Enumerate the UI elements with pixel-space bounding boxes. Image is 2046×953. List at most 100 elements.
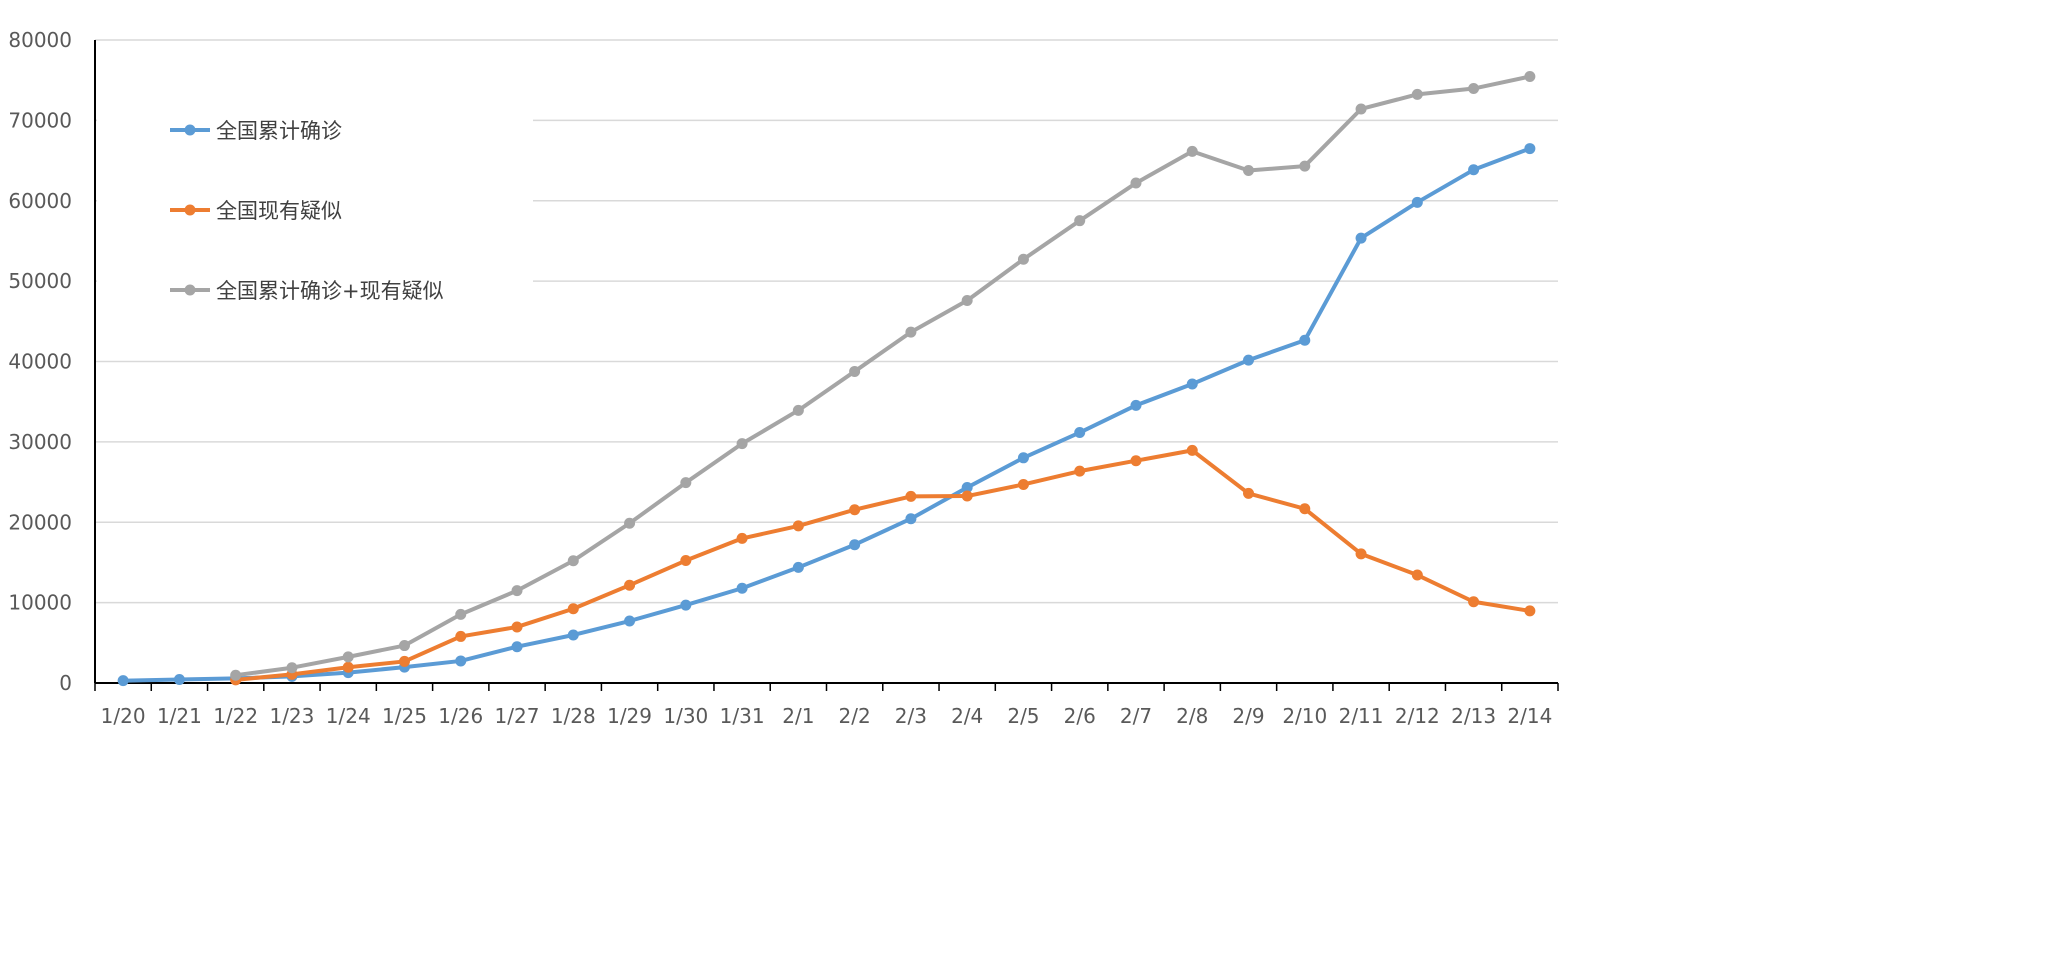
legend-marker: [184, 284, 196, 296]
data-point: [1074, 215, 1086, 227]
data-point: [286, 662, 298, 674]
data-point: [1074, 465, 1086, 477]
data-point: [1468, 164, 1480, 176]
data-point: [905, 326, 917, 338]
series-line: [235, 448, 1531, 682]
data-point: [1130, 399, 1142, 411]
series-line: [235, 74, 1531, 678]
x-tick-label: 1/26: [438, 704, 483, 728]
data-point: [905, 513, 917, 525]
legend-item: 全国累计确诊+现有疑似: [170, 279, 444, 303]
data-point: [1186, 378, 1198, 390]
data-point: [849, 365, 861, 377]
data-point: [1411, 196, 1423, 208]
legend-item: 全国累计确诊: [170, 119, 342, 143]
data-point: [1411, 569, 1423, 581]
x-tick-label: 1/21: [157, 704, 202, 728]
data-point: [680, 599, 692, 611]
data-point: [961, 481, 973, 493]
data-point: [1017, 478, 1029, 490]
data-point: [342, 661, 354, 673]
x-tick-label: 1/27: [495, 704, 540, 728]
legend-marker: [184, 204, 196, 216]
x-tick-label: 2/14: [1507, 704, 1552, 728]
data-point: [1355, 548, 1367, 560]
x-tick-label: 2/3: [895, 704, 927, 728]
data-point: [792, 520, 804, 532]
data-point: [1524, 605, 1536, 617]
legend-label: 全国累计确诊: [216, 119, 342, 143]
data-point: [1299, 160, 1311, 172]
series-2: [230, 70, 1536, 681]
legend-item: 全国现有疑似: [170, 199, 342, 223]
data-point: [1130, 177, 1142, 189]
data-point: [1355, 232, 1367, 244]
y-tick-label: 20000: [8, 510, 72, 534]
x-tick-label: 1/24: [326, 704, 371, 728]
data-point: [1186, 145, 1198, 157]
x-tick-label: 2/5: [1007, 704, 1039, 728]
data-point: [849, 539, 861, 551]
data-point: [567, 629, 579, 641]
data-point: [961, 295, 973, 307]
y-tick-label: 80000: [8, 28, 72, 52]
x-tick-label: 2/13: [1451, 704, 1496, 728]
x-tick-label: 2/7: [1120, 704, 1152, 728]
data-point: [1017, 452, 1029, 464]
data-point: [792, 404, 804, 416]
data-point: [230, 669, 242, 681]
series-1: [230, 444, 1536, 686]
data-point: [624, 579, 636, 591]
y-tick-label: 70000: [8, 108, 72, 132]
data-point: [1524, 70, 1536, 82]
x-tick-label: 1/29: [607, 704, 652, 728]
legend-background: [97, 60, 533, 335]
axes: 0 10000 20000 30000 40000 50000 60000 70000 8000…: [8, 28, 1559, 728]
x-tick-label: 1/20: [101, 704, 146, 728]
data-point: [1130, 455, 1142, 467]
x-tick-label: 2/12: [1395, 704, 1440, 728]
y-tick-label: 30000: [8, 430, 72, 454]
data-point: [736, 532, 748, 544]
legend-box: [97, 60, 533, 335]
x-tick-label: 2/2: [839, 704, 871, 728]
data-point: [849, 504, 861, 516]
x-tick-label: 2/1: [782, 704, 814, 728]
x-tick-label: 1/28: [551, 704, 596, 728]
data-point: [624, 615, 636, 627]
x-tick-label: 2/4: [951, 704, 983, 728]
x-tick-label: 1/25: [382, 704, 427, 728]
data-point: [1243, 487, 1255, 499]
data-point: [1017, 253, 1029, 265]
y-tick-label: 10000: [8, 591, 72, 615]
y-tick-label: 60000: [8, 189, 72, 213]
data-point: [1468, 596, 1480, 608]
data-point: [736, 438, 748, 450]
data-point: [1074, 427, 1086, 439]
x-tick-label: 1/30: [663, 704, 708, 728]
data-point: [455, 655, 467, 667]
data-point: [1299, 334, 1311, 346]
data-point: [342, 651, 354, 663]
x-tick-label: 2/8: [1176, 704, 1208, 728]
x-tick-label: 1/22: [213, 704, 258, 728]
y-tick-label: 40000: [8, 350, 72, 374]
series-line: [123, 146, 1531, 683]
x-tick-label: 2/10: [1282, 704, 1327, 728]
legend-label: 全国累计确诊+现有疑似: [216, 279, 444, 303]
data-point: [680, 477, 692, 489]
legend-label: 全国现有疑似: [216, 199, 342, 223]
data-point: [736, 582, 748, 594]
data-point: [1411, 88, 1423, 100]
data-point: [511, 585, 523, 597]
legend-marker: [184, 124, 196, 136]
data-point: [455, 608, 467, 620]
x-tick-label: 2/6: [1064, 704, 1096, 728]
data-point: [1524, 143, 1536, 155]
data-point: [398, 640, 410, 652]
y-tick-label: 50000: [8, 269, 72, 293]
series-group: [117, 70, 1536, 687]
data-point: [680, 555, 692, 567]
